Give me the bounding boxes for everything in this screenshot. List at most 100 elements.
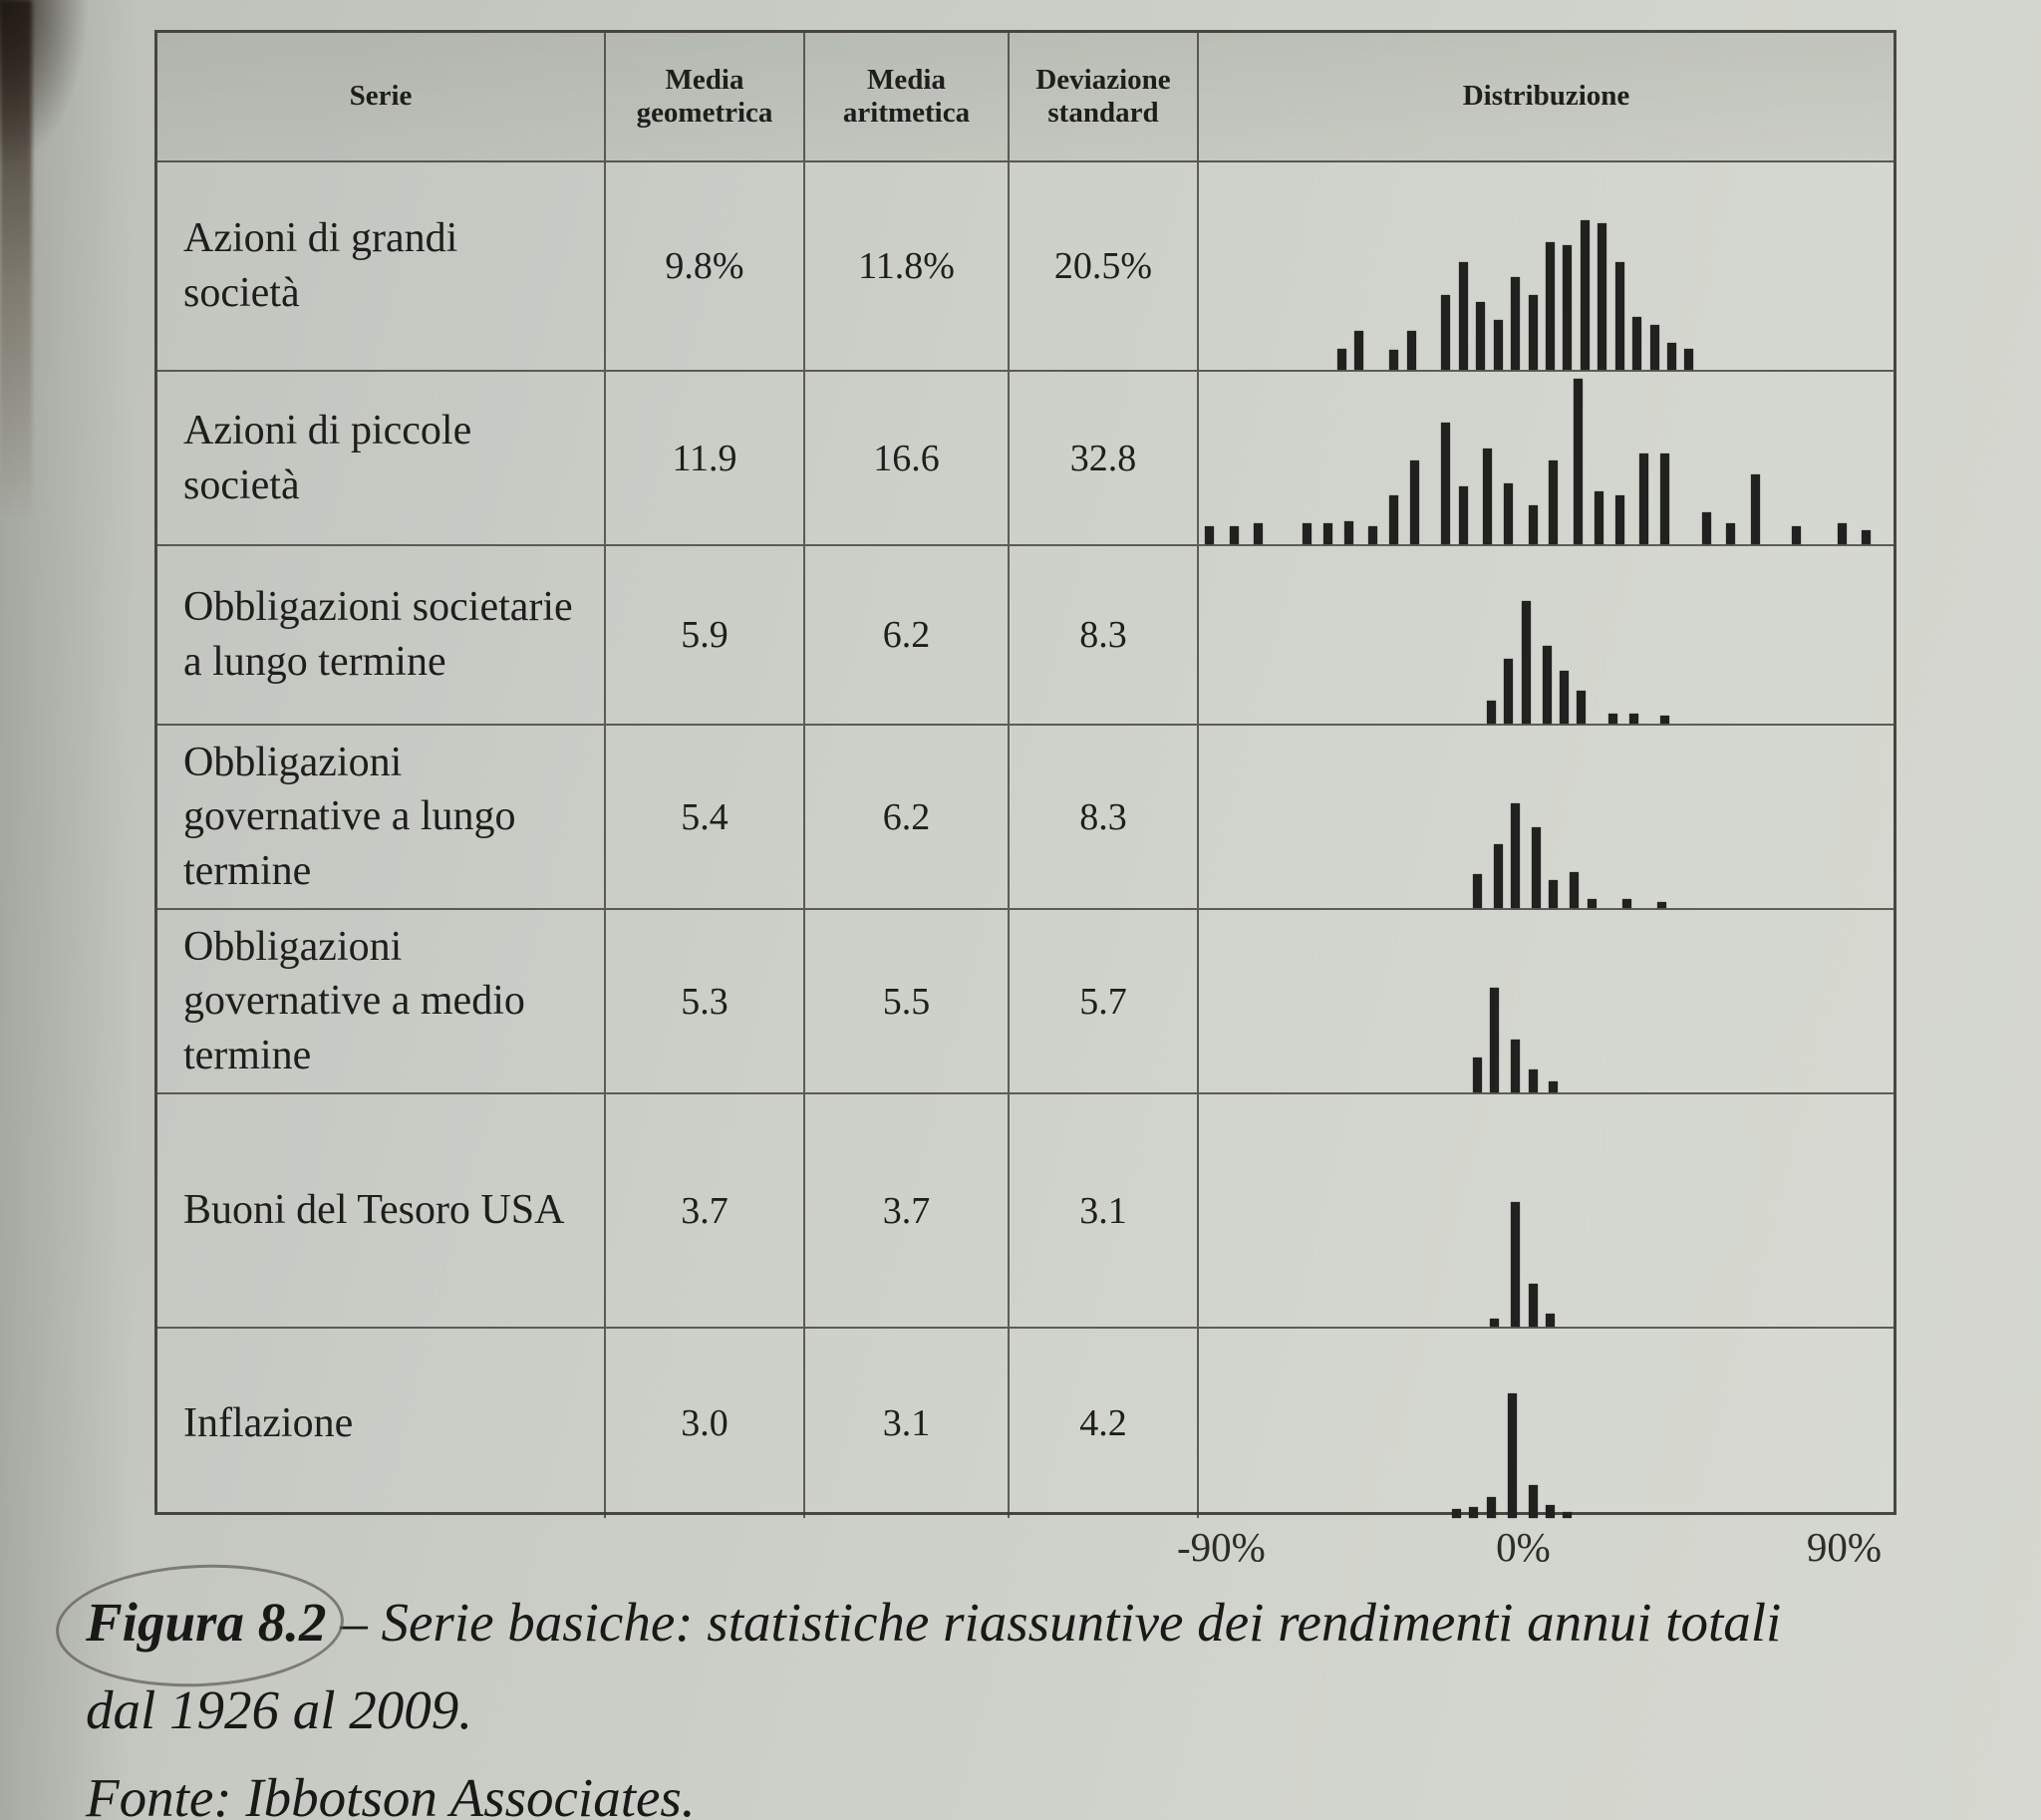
- serie-label: Obbligazioni governative a lungo termine: [157, 726, 606, 910]
- histogram-bar: [1598, 223, 1607, 370]
- histogram-bar: [1528, 295, 1538, 370]
- histogram-bar: [1410, 460, 1420, 544]
- histogram-bar: [1511, 803, 1521, 908]
- histogram-bar: [1559, 671, 1569, 724]
- header-distribuzione: Distribuzione: [1199, 33, 1894, 162]
- histogram-bar: [1532, 827, 1542, 908]
- deviazione-standard-value: 4.2: [1010, 1329, 1199, 1518]
- histogram-bar: [1254, 523, 1264, 544]
- figure-label-text: Figura 8.2: [86, 1592, 327, 1653]
- histogram-bar: [1649, 325, 1659, 370]
- histogram-bar: [1521, 601, 1531, 724]
- histogram-bar: [1476, 302, 1486, 370]
- histogram-bar: [1614, 495, 1624, 544]
- histogram-bar: [1472, 874, 1482, 908]
- media-aritmetica-value: 6.2: [805, 546, 1010, 726]
- histogram-bar: [1621, 899, 1631, 908]
- axis-tick-minus90: -90%: [1176, 1524, 1266, 1570]
- histogram-bar: [1545, 1314, 1555, 1327]
- media-aritmetica-value: 3.7: [805, 1094, 1010, 1329]
- media-aritmetica-value: 3.1: [805, 1329, 1010, 1518]
- histogram-bar: [1458, 486, 1468, 544]
- media-aritmetica-value: 5.5: [805, 910, 1010, 1094]
- deviazione-standard-value: 8.3: [1010, 546, 1199, 726]
- deviazione-standard-value: 32.8: [1010, 372, 1199, 546]
- serie-label: Obbligazioni governative a medio termine: [157, 910, 606, 1094]
- histogram-bar: [1406, 331, 1416, 370]
- histogram-bar: [1542, 646, 1552, 724]
- deviazione-standard-value: 20.5%: [1010, 162, 1199, 372]
- page-corner-shadow: [0, 0, 90, 169]
- histogram-bar: [1837, 523, 1847, 544]
- deviazione-standard-value: 5.7: [1010, 910, 1199, 1094]
- media-aritmetica-value: 16.6: [805, 372, 1010, 546]
- histogram-bar: [1659, 454, 1669, 544]
- caption-line1-text: – Serie basiche: statistiche riassuntive…: [340, 1592, 1782, 1653]
- histogram-bar: [1441, 295, 1451, 370]
- media-geometrica-value: 9.8%: [606, 162, 805, 372]
- histogram-bar: [1594, 491, 1604, 544]
- histogram-bar: [1511, 277, 1521, 370]
- media-aritmetica-value: 11.8%: [805, 162, 1010, 372]
- media-geometrica-value: 3.0: [606, 1329, 805, 1518]
- histogram-bar: [1511, 1202, 1521, 1327]
- histogram-bar: [1343, 521, 1353, 544]
- media-geometrica-value: 5.9: [606, 546, 805, 726]
- histogram-bar: [1472, 1058, 1482, 1092]
- caption-line-1: Figura 8.2 – Serie basiche: statistiche …: [53, 1558, 1999, 1693]
- histogram-bar: [1528, 1069, 1538, 1092]
- header-serie: Serie: [157, 33, 606, 162]
- histogram-bar: [1441, 423, 1451, 544]
- deviazione-standard-value: 8.3: [1010, 726, 1199, 910]
- histogram-bar: [1493, 320, 1503, 370]
- caption-source: Fonte: Ibbotson Associates.: [86, 1767, 696, 1820]
- distribution-histogram-grandi-societa: [1199, 162, 1894, 372]
- histogram-bar: [1614, 262, 1624, 370]
- histogram-bar: [1504, 483, 1514, 544]
- histogram-bar: [1368, 526, 1378, 544]
- histogram-bar: [1504, 659, 1514, 724]
- histogram-bar: [1451, 1509, 1461, 1518]
- histogram-bar: [1666, 343, 1676, 370]
- histogram-bar: [1322, 523, 1332, 544]
- header-deviazione-standard: Deviazione standard: [1010, 33, 1199, 162]
- serie-label: Obbligazioni societarie a lungo termine: [157, 546, 606, 726]
- serie-label: Buoni del Tesoro USA: [157, 1094, 606, 1329]
- histogram-bar: [1483, 449, 1493, 544]
- histogram-bar: [1549, 460, 1559, 544]
- media-geometrica-value: 11.9: [606, 372, 805, 546]
- histogram-bar: [1580, 220, 1590, 370]
- histogram-bar: [1229, 526, 1239, 544]
- histogram-bar: [1656, 902, 1666, 908]
- distribution-histogram-inflazione: [1199, 1329, 1894, 1518]
- distribution-histogram-piccole-societa: [1199, 372, 1894, 546]
- histogram-bar: [1458, 262, 1468, 370]
- histogram-bar: [1528, 1284, 1538, 1327]
- histogram-bar: [1573, 379, 1583, 544]
- histogram-bar: [1750, 474, 1760, 544]
- histogram-bar: [1469, 1507, 1479, 1518]
- histogram-bar: [1792, 526, 1802, 544]
- histogram-bar: [1563, 1512, 1573, 1518]
- distribution-histogram-obbligazioni-societarie: [1199, 546, 1894, 726]
- distribution-histogram-buoni-tesoro: [1199, 1094, 1894, 1329]
- figure-caption: Figura 8.2 – Serie basiche: statistiche …: [53, 1558, 1999, 1820]
- histogram-bar: [1490, 988, 1500, 1092]
- serie-label: Azioni di grandi società: [157, 162, 606, 372]
- summary-statistics-table: Serie Media geometrica Media aritmetica …: [154, 30, 1896, 1518]
- histogram-bar: [1303, 523, 1312, 544]
- histogram-bar: [1389, 350, 1399, 370]
- media-aritmetica-value: 6.2: [805, 726, 1010, 910]
- histogram-bar: [1632, 317, 1642, 370]
- header-media-geometrica: Media geometrica: [606, 33, 805, 162]
- caption-line-2: dal 1926 al 2009.: [86, 1679, 473, 1740]
- histogram-bar: [1545, 1505, 1555, 1518]
- histogram-bar: [1545, 242, 1555, 370]
- media-geometrica-value: 5.4: [606, 726, 805, 910]
- serie-label: Azioni di piccole società: [157, 372, 606, 546]
- media-geometrica-value: 5.3: [606, 910, 805, 1094]
- distribution-histogram-governative-lungo: [1199, 726, 1894, 910]
- histogram-bar: [1336, 349, 1346, 370]
- histogram-bar: [1726, 523, 1736, 544]
- histogram-bar: [1639, 454, 1649, 544]
